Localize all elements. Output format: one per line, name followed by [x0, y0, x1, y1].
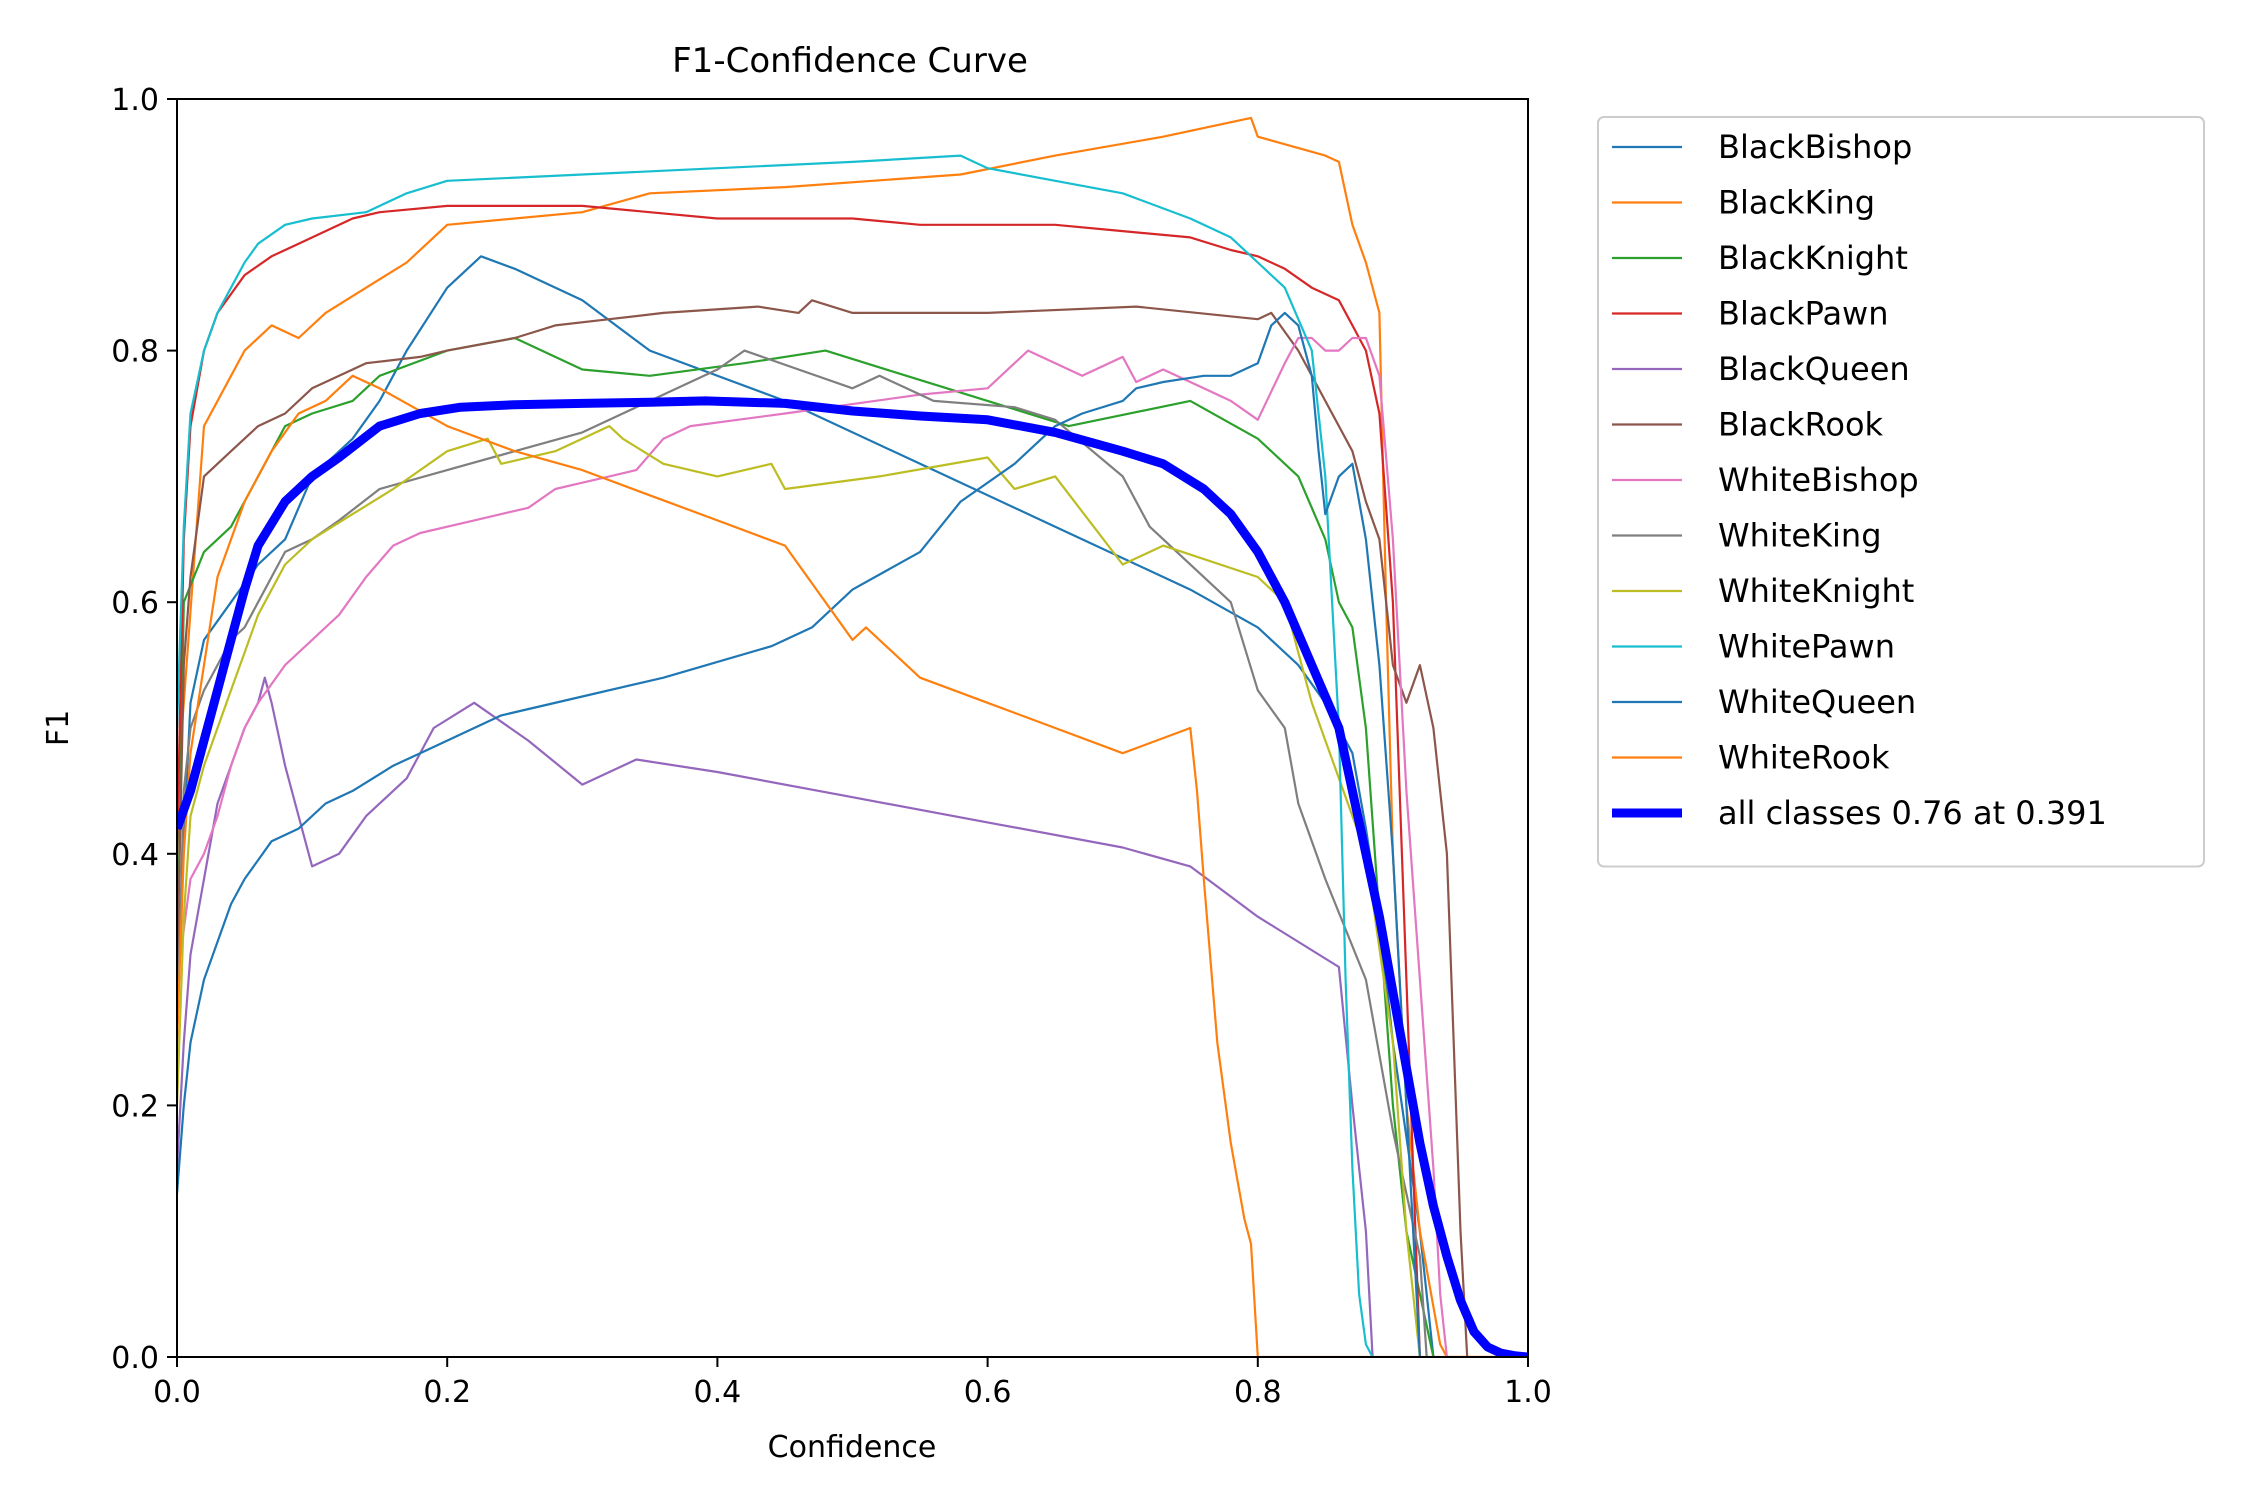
- legend-label: BlackQueen: [1718, 350, 1910, 388]
- legend-label: all classes 0.76 at 0.391: [1718, 794, 2107, 832]
- series-line-blackpawn: [177, 204, 1421, 1357]
- series-line-blackknight: [177, 336, 1435, 1357]
- y-tick-label: 0.6: [111, 586, 159, 621]
- legend-label: WhiteKing: [1718, 517, 1882, 555]
- x-tick-label: 0.0: [153, 1375, 201, 1410]
- legend-label: WhiteKnight: [1718, 572, 1914, 610]
- y-tick-label: 1.0: [111, 83, 159, 118]
- series-line-blackbishop: [177, 255, 1435, 1357]
- plot-area: [177, 116, 1528, 1357]
- x-tick-label: 0.2: [423, 1375, 471, 1410]
- x-tick-label: 0.4: [694, 1375, 742, 1410]
- legend-label: WhitePawn: [1718, 628, 1895, 666]
- legend: BlackBishop BlackKing BlackKnight BlackPawn…: [1597, 116, 2205, 868]
- x-tick-label: 1.0: [1504, 1375, 1552, 1410]
- legend-label: WhiteBishop: [1718, 461, 1919, 499]
- legend-label: BlackPawn: [1718, 295, 1889, 333]
- x-axis-label: Confidence: [768, 1430, 937, 1465]
- legend-label: BlackRook: [1718, 406, 1884, 444]
- legend-box: [1597, 116, 2205, 868]
- legend-label: BlackKnight: [1718, 239, 1908, 277]
- y-tick-label: 0.4: [111, 838, 159, 873]
- y-tick-label: 0.2: [111, 1089, 159, 1124]
- series-line-whitepawn: [177, 154, 1374, 1357]
- chart-title: F1-Confidence Curve: [672, 41, 1028, 81]
- x-axis: 0.0 0.2 0.4 0.6 0.8 1.0: [153, 1357, 1552, 1410]
- y-axis-label: F1: [41, 710, 76, 746]
- legend-label: WhiteQueen: [1718, 683, 1916, 721]
- series-line-whiteking: [177, 349, 1428, 1357]
- legend-label: WhiteRook: [1718, 739, 1890, 777]
- legend-label: BlackBishop: [1718, 128, 1912, 166]
- plot-frame: [176, 98, 1529, 1358]
- series-line-whitequeen: [177, 311, 1421, 1357]
- y-tick-label: 0.0: [111, 1341, 159, 1376]
- y-axis: 0.0 0.2 0.4 0.6 0.8 1.0: [111, 83, 177, 1376]
- legend-label: BlackKing: [1718, 184, 1875, 222]
- y-tick-label: 0.8: [111, 335, 159, 370]
- series-line-blackrook: [177, 299, 1469, 1357]
- x-tick-label: 0.6: [964, 1375, 1012, 1410]
- x-tick-label: 0.8: [1234, 1375, 1282, 1410]
- series-line-all-classes-0-76-at-0-391: [177, 396, 1528, 1357]
- series-line-whiterook: [177, 374, 1528, 1357]
